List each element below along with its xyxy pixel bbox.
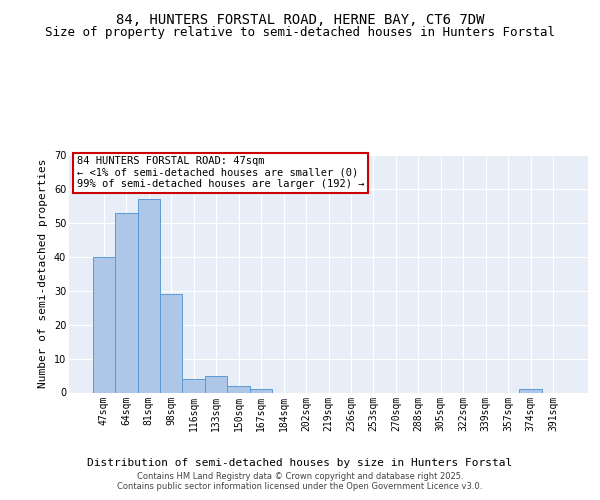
Bar (115, 212, 137, 392)
Text: Contains public sector information licensed under the Open Government Licence v3: Contains public sector information licen… (118, 482, 482, 491)
Bar (92, 257, 115, 392)
Text: 84 HUNTERS FORSTAL ROAD: 47sqm
← <1% of semi-detached houses are smaller (0)
99%: 84 HUNTERS FORSTAL ROAD: 47sqm ← <1% of … (77, 156, 364, 190)
Bar (182, 379, 205, 392)
Bar (520, 389, 542, 392)
Text: Size of property relative to semi-detached houses in Hunters Forstal: Size of property relative to semi-detach… (45, 26, 555, 39)
Text: Contains HM Land Registry data © Crown copyright and database right 2025.: Contains HM Land Registry data © Crown c… (137, 472, 463, 481)
Bar (227, 386, 250, 392)
Bar (250, 389, 272, 392)
Bar (137, 199, 160, 392)
Text: 84, HUNTERS FORSTAL ROAD, HERNE BAY, CT6 7DW: 84, HUNTERS FORSTAL ROAD, HERNE BAY, CT6… (116, 12, 484, 26)
Bar (205, 376, 227, 392)
Bar (160, 294, 182, 392)
Text: Distribution of semi-detached houses by size in Hunters Forstal: Distribution of semi-detached houses by … (88, 458, 512, 468)
Y-axis label: Number of semi-detached properties: Number of semi-detached properties (38, 159, 48, 388)
